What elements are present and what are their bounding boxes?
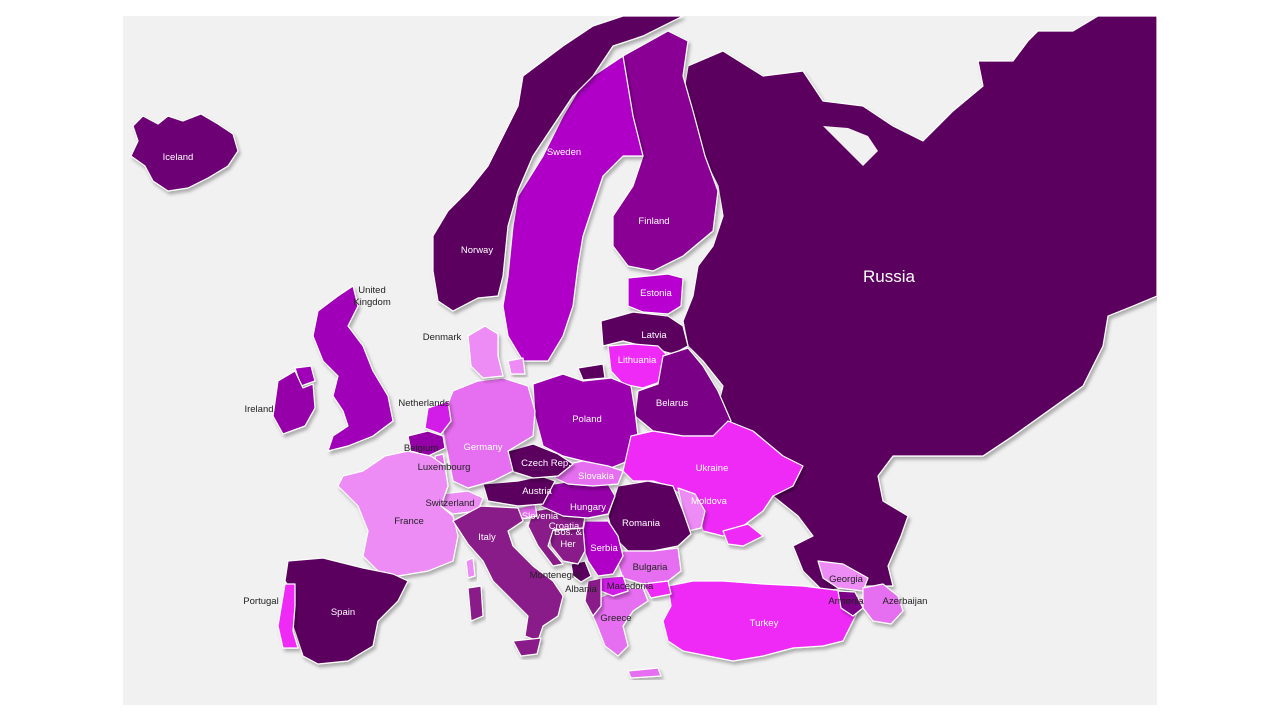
label-ukraine: Ukraine (696, 463, 729, 474)
label-croatia: Croatia (549, 521, 580, 532)
label-albania: Albania (565, 584, 597, 595)
label-latvia: Latvia (641, 330, 667, 341)
label-portugal: Portugal (243, 596, 278, 607)
label-spain: Spain (331, 607, 355, 618)
country-sweden[interactable] (502, 55, 644, 362)
label-ireland: Ireland (244, 404, 273, 415)
country-turkey[interactable] (662, 580, 864, 662)
label-azerbaijan: Azerbaijan (883, 596, 928, 607)
label-hungary: Hungary (570, 502, 606, 513)
label-luxembourg: Luxembourg (418, 462, 471, 473)
country-uk[interactable] (312, 285, 394, 452)
label-denmark: Denmark (423, 332, 462, 343)
label-france: France (394, 516, 424, 527)
label-belarus: Belarus (656, 398, 688, 409)
country-netherlands[interactable] (424, 400, 452, 435)
label-czech: Czech Rep. (521, 458, 571, 469)
label-turkey: Turkey (750, 618, 779, 629)
country-russia-kaliningrad[interactable] (577, 363, 606, 381)
country-norway[interactable] (432, 16, 684, 312)
label-bosnia: Bos. & Her (554, 527, 583, 550)
country-italy-sardinia[interactable] (467, 585, 484, 622)
label-poland: Poland (572, 414, 602, 425)
country-ukraine-crimea[interactable] (722, 523, 764, 547)
country-labels: Iceland Norway Sweden Finland Russia Estonia L… (163, 147, 928, 629)
label-bulgaria: Bulgaria (633, 562, 669, 573)
label-georgia: Georgia (829, 574, 864, 585)
country-albania[interactable] (584, 577, 602, 617)
label-serbia: Serbia (590, 543, 618, 554)
country-denmark-islands[interactable] (507, 357, 526, 375)
label-italy: Italy (478, 532, 496, 543)
label-moldova: Moldova (691, 496, 728, 507)
label-greece: Greece (600, 613, 631, 624)
label-finland: Finland (638, 216, 669, 227)
country-italy[interactable] (452, 505, 564, 642)
label-sweden: Sweden (547, 147, 581, 158)
country-austria[interactable] (482, 475, 556, 507)
label-iceland: Iceland (163, 152, 194, 163)
label-belgium: Belgium (404, 443, 438, 454)
label-armenia: Armenia (828, 596, 864, 607)
label-estonia: Estonia (640, 288, 672, 299)
label-montenegro: Montenegro (530, 570, 581, 581)
country-france-corsica[interactable] (465, 557, 476, 579)
country-france[interactable] (337, 450, 459, 577)
country-czech[interactable] (507, 443, 574, 479)
label-slovakia: Slovakia (578, 471, 615, 482)
europe-map: Iceland Norway Sweden Finland Russia Estonia L… (123, 16, 1157, 705)
country-greece[interactable] (590, 587, 649, 657)
label-uk: United Kingdom (353, 285, 391, 308)
label-austria: Austria (522, 486, 552, 497)
country-slovakia[interactable] (554, 460, 624, 487)
label-switzerland: Switzerland (425, 498, 474, 509)
label-lithuania: Lithuania (618, 355, 657, 366)
country-portugal[interactable] (277, 583, 299, 649)
country-montenegro[interactable] (570, 560, 592, 583)
country-germany[interactable] (442, 377, 536, 489)
country-turkey-thrace[interactable] (642, 580, 672, 599)
label-germany: Germany (463, 442, 502, 453)
country-iceland[interactable] (130, 113, 239, 192)
country-ireland[interactable] (272, 370, 316, 435)
label-romania: Romania (622, 518, 661, 529)
label-slovenia: Slovenia (522, 511, 559, 522)
map-svg: Iceland Norway Sweden Finland Russia Estonia L… (130, 16, 1157, 679)
country-denmark[interactable] (467, 325, 504, 379)
country-italy-sicily[interactable] (512, 637, 542, 657)
country-belgium[interactable] (407, 430, 446, 457)
label-macedonia: Macedonia (607, 581, 654, 592)
label-norway: Norway (461, 245, 493, 256)
country-armenia[interactable] (837, 590, 864, 617)
country-russia[interactable] (682, 16, 1157, 592)
country-estonia[interactable] (627, 273, 684, 315)
country-azerbaijan[interactable] (862, 583, 904, 625)
country-greece-crete[interactable] (627, 667, 662, 679)
label-netherlands: Netherlands (398, 398, 449, 409)
label-russia: Russia (863, 267, 916, 286)
